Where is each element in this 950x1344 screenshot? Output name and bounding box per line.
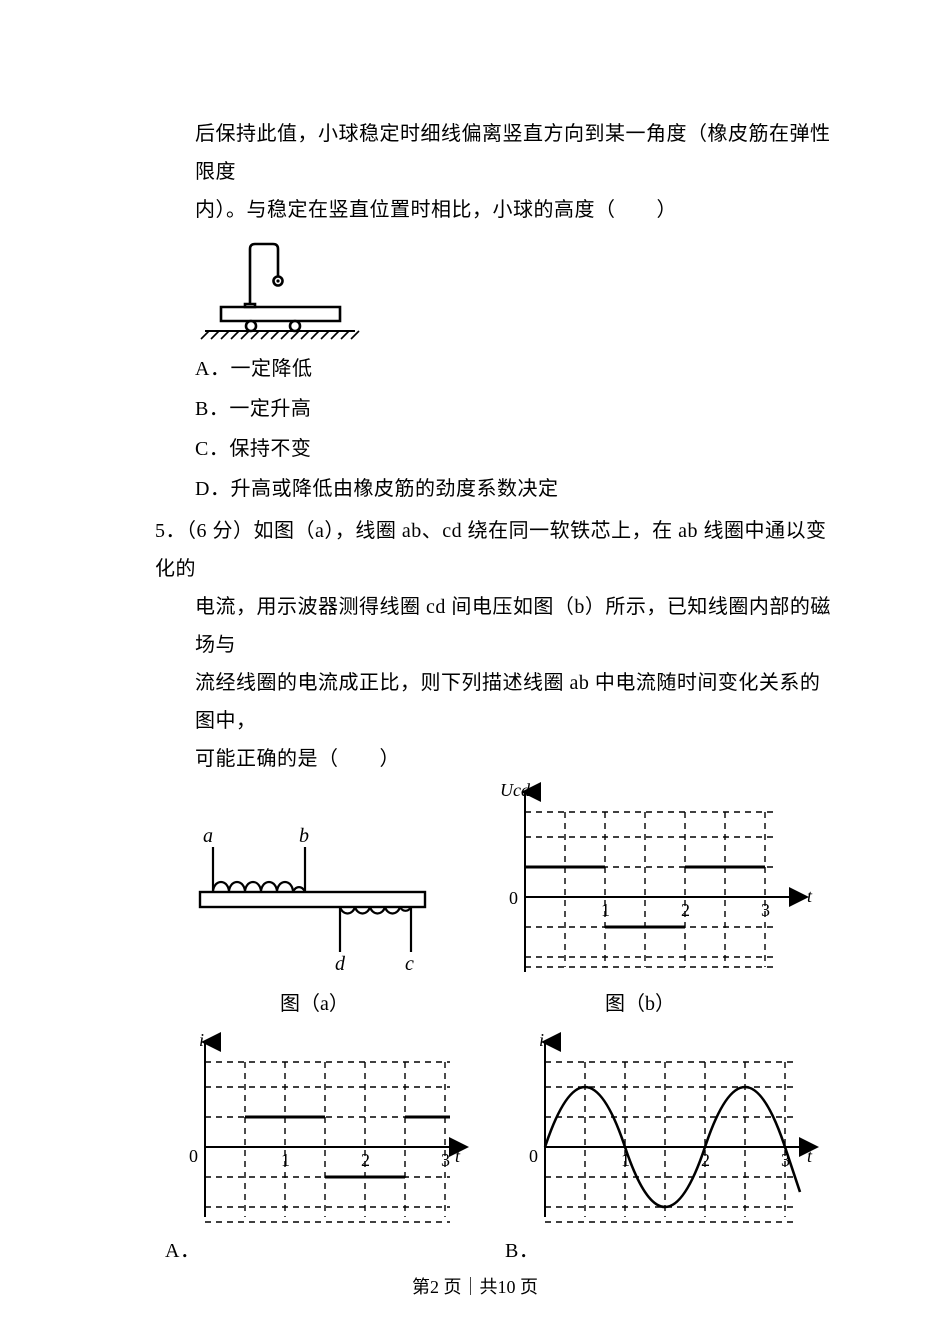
page-footer: 第2 页｜共10 页 — [0, 1273, 950, 1299]
terminal-a: a — [203, 825, 213, 847]
q5-line4: 可能正确的是（ ） — [195, 740, 835, 778]
footer-text: 第2 页｜共10 页 — [412, 1277, 538, 1297]
q4-line1: 后保持此值，小球稳定时细线偏离竖直方向到某一角度（橡皮筋在弹性限度 — [195, 115, 835, 191]
q5-line1: 5．（6 分）如图（a），线圈 ab、cd 绕在同一软铁芯上，在 ab 线圈中通… — [155, 512, 835, 588]
q5-option-B: i t 0 1 2 3 B． — [495, 1032, 835, 1270]
q5-line3: 流经线圈的电流成正比，则下列描述线圈 ab 中电流随时间变化关系的图中， — [195, 664, 835, 740]
optB-svg: i t 0 1 2 3 — [495, 1032, 825, 1232]
fig-b: Ucd t 0 1 2 3 图（b） — [500, 782, 813, 1015]
q5-option-A: i t 0 1 2 3 A． — [155, 1032, 495, 1270]
tick-1A: 1 — [281, 1150, 290, 1170]
zero-A: 0 — [189, 1146, 198, 1166]
q5-stem: 5．（6 分）如图（a），线圈 ab、cd 绕在同一软铁芯上，在 ab 线圈中通… — [155, 512, 835, 778]
fig-a: a b c d 图（a） — [200, 825, 425, 1015]
tick-3B: 3 — [781, 1150, 790, 1170]
tick-3A: 3 — [441, 1150, 450, 1170]
q4-option-C: C．保持不变 — [195, 430, 835, 468]
tick-2A: 2 — [361, 1150, 370, 1170]
optA-label: A． — [155, 1232, 495, 1270]
q5-top-svg: a b c d 图（a） — [155, 782, 835, 1032]
q4-option-A: A．一定降低 — [195, 350, 835, 388]
fig-b-caption: 图（b） — [605, 992, 675, 1015]
tick-1B: 1 — [621, 1150, 630, 1170]
q5-number: 5．（6 分） — [155, 520, 254, 542]
ucd-label: Ucd — [500, 782, 531, 800]
terminal-c: c — [405, 953, 414, 975]
zero-B: 0 — [529, 1146, 538, 1166]
q5-figures-top: a b c d 图（a） — [155, 782, 835, 1032]
optA-svg: i t 0 1 2 3 — [155, 1032, 475, 1232]
q4-option-D: D．升高或降低由橡皮筋的劲度系数决定 — [195, 470, 835, 508]
zero-label: 0 — [509, 888, 518, 908]
terminal-d: d — [335, 953, 346, 975]
q4-options: A．一定降低 B．一定升高 C．保持不变 D．升高或降低由橡皮筋的劲度系数决定 — [195, 350, 835, 508]
i-label: i — [199, 1032, 204, 1050]
q4-diagram — [195, 239, 835, 344]
tick-2: 2 — [681, 900, 690, 920]
q5-line1-rest: 如图（a），线圈 ab、cd 绕在同一软铁芯上，在 ab 线圈中通以变化的 — [155, 520, 827, 580]
tick-3: 3 — [761, 900, 770, 920]
fig-a-caption: 图（a） — [280, 992, 349, 1015]
q5-options-row: i t 0 1 2 3 A． — [155, 1032, 835, 1270]
q4-continued: 后保持此值，小球稳定时细线偏离竖直方向到某一角度（橡皮筋在弹性限度 内）。与稳定… — [195, 115, 835, 229]
q4-option-B: B．一定升高 — [195, 390, 835, 428]
t-label: t — [807, 886, 813, 906]
i-label-B: i — [539, 1032, 544, 1050]
q5-line2: 电流，用示波器测得线圈 cd 间电压如图（b）所示，已知线圈内部的磁场与 — [195, 588, 835, 664]
terminal-b: b — [299, 825, 309, 847]
optB-label: B． — [495, 1232, 835, 1270]
page-root: 后保持此值，小球稳定时细线偏离竖直方向到某一角度（橡皮筋在弹性限度 内）。与稳定… — [0, 0, 950, 1344]
tick-1: 1 — [601, 900, 610, 920]
t-label-B: t — [807, 1146, 813, 1166]
t-label-A: t — [455, 1146, 461, 1166]
tick-2B: 2 — [701, 1150, 710, 1170]
q4-line2: 内）。与稳定在竖直位置时相比，小球的高度（ ） — [195, 191, 835, 229]
q4-svg — [195, 239, 365, 344]
